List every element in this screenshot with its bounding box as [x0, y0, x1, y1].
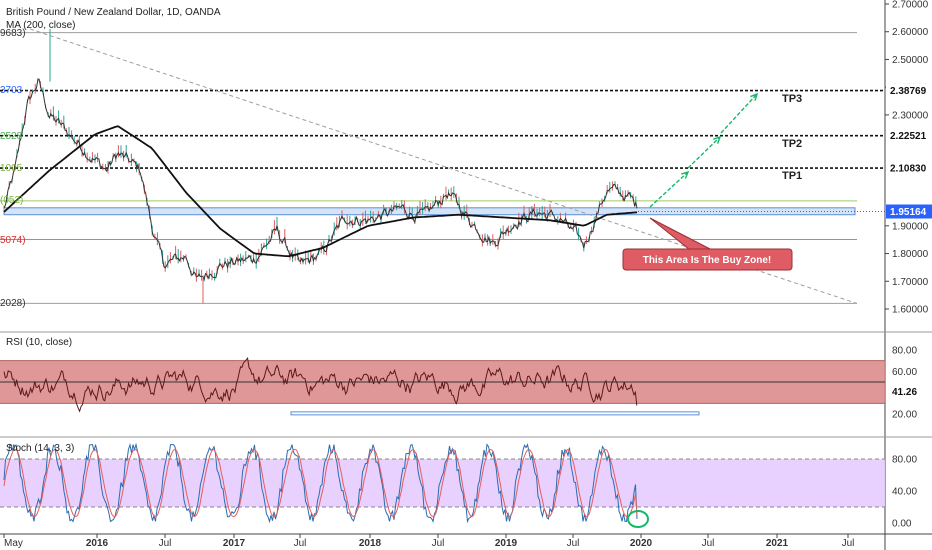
- last-price-badge-bg: [886, 204, 932, 219]
- rsi-support-box: [290, 411, 700, 416]
- target-arrow-head-2: [713, 135, 722, 144]
- tp-level-badge-2-bg: [886, 128, 932, 143]
- chart-title: British Pound / New Zealand Dollar, 1D, …: [6, 7, 221, 18]
- stoch-indicator-label: Stoch (14, 3, 3): [6, 443, 74, 454]
- time-tick-label: Jul: [702, 538, 715, 549]
- rsi-tick-label: 60.00: [892, 367, 917, 378]
- price-tick-label: 1.60000: [892, 305, 929, 316]
- target-arrow-2: [687, 136, 721, 169]
- tp2-label: TP2: [782, 138, 802, 150]
- callout-text: This Area Is The Buy Zone!: [643, 255, 772, 266]
- ma-indicator-label: MA (200, close): [6, 20, 75, 31]
- level-tag-green: (052): [0, 195, 23, 206]
- tp-level-badge-3: 2.10830: [890, 164, 927, 175]
- level-tag-grey-top: 9683): [0, 28, 26, 39]
- rsi-indicator-label: RSI (10, close): [6, 337, 72, 348]
- price-tick-label: 2.60000: [892, 27, 929, 38]
- rsi-line: [3, 357, 638, 413]
- level-tag-grey-bottom: 2028): [0, 298, 26, 309]
- time-tick-label: Jul: [159, 538, 172, 549]
- callout-box: [622, 248, 793, 271]
- time-tick-label: Jul: [294, 538, 307, 549]
- time-tick-label: 2021: [766, 538, 789, 549]
- level-tag-red: 5074): [0, 235, 26, 246]
- target-arrow-head-1: [681, 170, 690, 179]
- plot-background: [0, 0, 885, 550]
- time-tick-label: 2018: [359, 538, 382, 549]
- stoch-tick-label: 80.00: [892, 455, 917, 466]
- trendline-dashed: [29, 28, 858, 304]
- time-tick-label: 2020: [630, 538, 653, 549]
- tp-level-badge-1-bg: [886, 83, 932, 98]
- time-tick-label: May: [4, 538, 23, 549]
- level-tag-tp3: 3703: [0, 85, 23, 96]
- rsi-tick-label: 20.00: [892, 410, 917, 421]
- level-tag-tp2: 2528: [0, 131, 23, 142]
- buy-zone-callout: This Area Is The Buy Zone!: [622, 217, 793, 271]
- last-price-badge: 1.95164: [890, 207, 927, 218]
- price-tick-label: 2.70000: [892, 0, 929, 11]
- time-tick-label: 2019: [495, 538, 518, 549]
- price-tick-label: 1.80000: [892, 249, 929, 260]
- tp1-label: TP1: [782, 170, 802, 182]
- rsi-last-badge-bg: [886, 384, 932, 399]
- time-tick-label: Jul: [432, 538, 445, 549]
- stoch-tick-label: 40.00: [892, 487, 917, 498]
- ma-200-line: [3, 125, 638, 258]
- time-tick-label: 2017: [223, 538, 246, 549]
- target-arrow-3: [720, 93, 758, 134]
- target-arrow-head-3: [750, 92, 759, 101]
- level-tag-tp1: 1005: [0, 163, 23, 174]
- price-tick-label: 2.30000: [892, 110, 929, 121]
- rsi-tick-label: 80.00: [892, 346, 917, 357]
- stoch-d-line: [3, 448, 638, 518]
- time-tick-label: Jul: [567, 538, 580, 549]
- tp3-label: TP3: [782, 93, 802, 105]
- tp-level-badge-3-bg: [886, 161, 932, 176]
- tp-level-badge-2: 2.22521: [890, 131, 927, 142]
- stoch-k-line: [3, 442, 638, 524]
- target-arrow-1: [649, 171, 689, 208]
- price-tick-label: 1.90000: [892, 221, 929, 232]
- stoch-oversold-circle: [627, 510, 649, 528]
- price-tick-label: 2.50000: [892, 55, 929, 66]
- stoch-tick-label: 0.00: [892, 519, 912, 530]
- tp-level-badge-1: 2.38769: [890, 86, 927, 97]
- price-tick-label: 1.70000: [892, 277, 929, 288]
- time-tick-label: Jul: [842, 538, 855, 549]
- time-tick-label: 2016: [86, 538, 109, 549]
- rsi-last-badge: 41.26: [892, 387, 917, 398]
